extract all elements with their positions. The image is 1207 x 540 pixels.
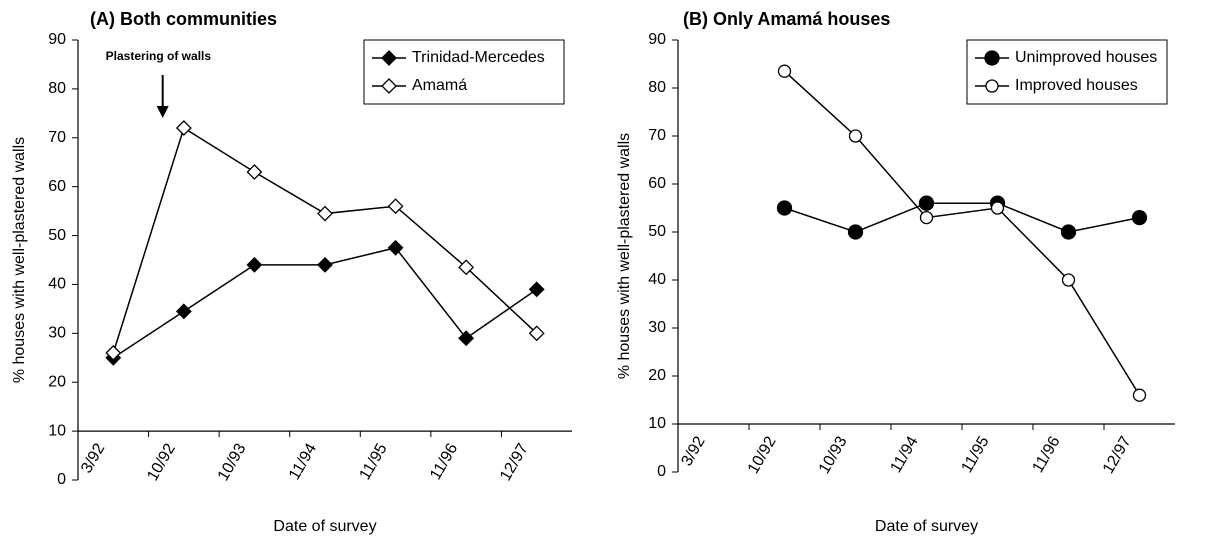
marker	[175, 120, 192, 136]
marker	[458, 330, 475, 347]
y-tick-label: 80	[48, 80, 66, 97]
y-tick-label: 50	[648, 223, 666, 240]
x-axis-label: Date of survey	[273, 518, 376, 535]
legend-label: Trinidad-Mercedes	[412, 49, 545, 66]
series-line	[783, 70, 1141, 396]
x-tick-label: 10/92	[144, 441, 179, 484]
series-line	[112, 126, 538, 354]
y-tick-label: 10	[648, 415, 666, 432]
series-line	[784, 202, 1140, 233]
marker	[387, 239, 404, 256]
marker	[458, 259, 475, 276]
y-tick-label: 20	[48, 373, 66, 390]
y-tick-label: 40	[48, 276, 66, 293]
x-tick-label: 10/92	[745, 434, 780, 477]
legend-label: Amamá	[412, 77, 467, 94]
y-tick-label: 0	[657, 463, 666, 480]
marker	[777, 64, 792, 78]
marker	[246, 164, 263, 180]
annotation: Plastering of walls	[106, 49, 212, 63]
legend-label: Improved houses	[1015, 77, 1138, 94]
y-tick-label: 60	[48, 178, 66, 195]
marker	[317, 256, 333, 273]
marker	[984, 50, 1000, 66]
y-tick-label: 60	[648, 175, 666, 192]
y-tick-label: 30	[648, 319, 666, 336]
marker	[1131, 209, 1148, 226]
x-tick-label: 12/97	[1100, 434, 1135, 477]
x-tick-label: 10/93	[215, 441, 250, 484]
y-tick-label: 50	[48, 227, 66, 244]
y-axis-label: % houses with well-plastered walls	[616, 133, 633, 379]
y-tick-label: 80	[648, 79, 666, 96]
marker	[246, 256, 263, 273]
y-tick-label: 0	[57, 471, 66, 488]
x-tick-label: 11/94	[286, 441, 320, 483]
marker	[847, 224, 864, 240]
x-tick-label: 3/92	[78, 441, 108, 477]
chart-title: (A) Both communities	[90, 9, 277, 29]
x-tick-label: 11/95	[958, 434, 992, 476]
x-tick-label: 12/97	[497, 441, 532, 484]
marker	[528, 325, 545, 342]
marker	[985, 79, 999, 93]
legend-box	[363, 39, 565, 105]
marker	[1061, 273, 1076, 287]
y-axis-label: % houses with well-plastered walls	[11, 137, 28, 383]
marker	[381, 78, 397, 94]
legend-box	[966, 39, 1168, 105]
marker	[918, 195, 935, 211]
x-tick-label: 11/96	[1029, 434, 1063, 476]
x-tick-label: 11/94	[887, 434, 921, 476]
y-tick-label: 90	[48, 31, 66, 48]
marker	[381, 50, 397, 66]
x-tick-label: 10/93	[816, 434, 851, 477]
y-tick-label: 90	[648, 31, 666, 48]
marker	[776, 200, 793, 216]
legend-label: Unimproved houses	[1015, 49, 1157, 66]
x-tick-label: 11/95	[357, 441, 391, 483]
y-tick-label: 10	[48, 422, 66, 439]
marker	[317, 205, 333, 222]
marker	[1132, 388, 1147, 402]
marker	[990, 201, 1005, 215]
marker	[175, 303, 192, 320]
y-tick-label: 40	[648, 271, 666, 288]
marker	[387, 198, 404, 215]
y-tick-label: 20	[648, 367, 666, 384]
chart-title: (B) Only Amamá houses	[683, 9, 890, 29]
y-tick-label: 70	[48, 129, 66, 146]
marker	[105, 344, 122, 361]
arrow-head	[156, 106, 169, 118]
x-tick-label: 11/96	[427, 441, 461, 483]
y-tick-label: 70	[648, 127, 666, 144]
marker	[919, 210, 934, 225]
x-axis-label: Date of survey	[875, 518, 978, 535]
x-tick-label: 3/92	[678, 434, 708, 470]
y-tick-label: 30	[48, 325, 66, 342]
marker	[528, 281, 545, 298]
marker	[848, 129, 863, 143]
marker	[1060, 224, 1077, 240]
